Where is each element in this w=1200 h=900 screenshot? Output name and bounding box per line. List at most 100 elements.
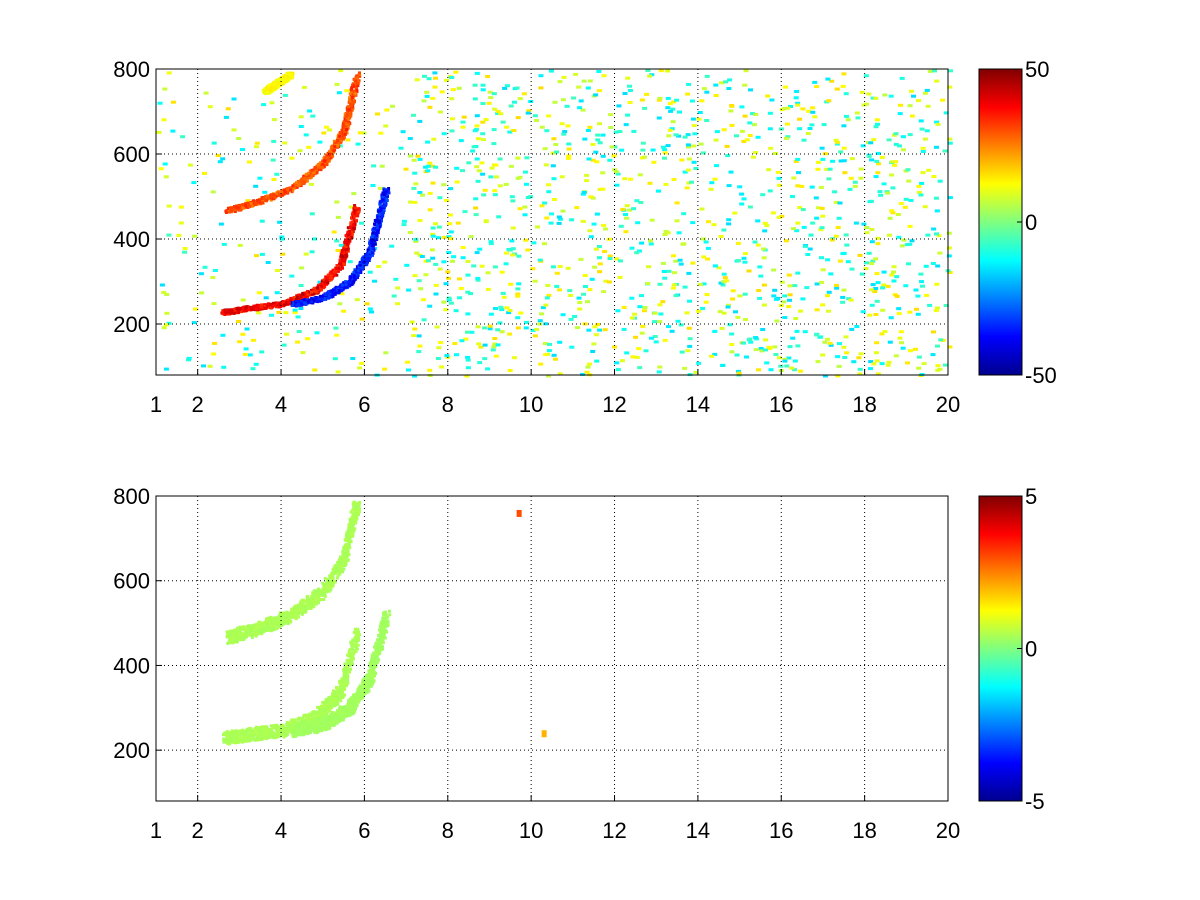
noise-cell xyxy=(836,216,842,220)
noise-cell xyxy=(508,282,514,286)
noise-cell xyxy=(814,282,820,286)
noise-cell xyxy=(445,270,451,274)
noise-cell xyxy=(159,283,165,287)
noise-cell xyxy=(433,76,438,80)
arc-cell xyxy=(305,179,309,183)
arc-cell xyxy=(325,291,329,295)
noise-cell xyxy=(905,168,911,172)
noise-cell xyxy=(810,110,816,114)
noise-cell xyxy=(539,204,545,208)
noise-cell xyxy=(546,114,552,118)
noise-cell xyxy=(341,309,347,313)
arc-cell xyxy=(356,82,359,85)
noise-cell xyxy=(762,221,768,225)
noise-cell xyxy=(805,132,811,135)
noise-cell xyxy=(914,307,919,311)
noise-cell xyxy=(420,298,426,302)
arc-cell xyxy=(371,231,375,235)
arc-cell xyxy=(344,238,348,242)
noise-cell xyxy=(218,222,224,226)
noise-cell xyxy=(776,176,782,180)
noise-cell xyxy=(596,89,602,93)
noise-cell xyxy=(590,143,596,146)
noise-cell xyxy=(166,71,172,75)
noise-cell xyxy=(477,361,483,365)
arc-cell xyxy=(345,131,349,135)
noise-cell xyxy=(446,251,452,254)
noise-cell xyxy=(568,317,574,321)
arc-cell xyxy=(318,165,322,169)
arc-cell xyxy=(301,293,305,296)
arc-cell xyxy=(351,95,354,99)
noise-cell xyxy=(725,305,731,309)
noise-cell xyxy=(741,341,746,345)
arc-cell xyxy=(350,221,354,225)
noise-cell xyxy=(596,245,602,248)
noise-cell xyxy=(864,261,869,265)
noise-cell xyxy=(587,229,593,233)
arc-cell xyxy=(352,215,356,219)
arc-cell xyxy=(373,222,376,226)
noise-cell xyxy=(597,122,602,126)
noise-cell xyxy=(875,372,881,376)
noise-cell xyxy=(492,337,498,340)
noise-cell xyxy=(868,367,873,371)
noise-cell xyxy=(706,220,711,224)
noise-cell xyxy=(656,116,662,120)
noise-cell xyxy=(425,169,431,173)
noise-cell xyxy=(692,132,698,136)
noise-cell xyxy=(795,184,801,188)
noise-cell xyxy=(867,313,873,317)
noise-cell xyxy=(907,104,913,108)
noise-cell xyxy=(921,362,927,366)
noise-cell xyxy=(919,280,924,284)
noise-cell xyxy=(833,234,839,238)
noise-cell xyxy=(671,100,677,104)
noise-cell xyxy=(893,354,899,358)
arc-cell xyxy=(288,302,292,306)
arc-cell xyxy=(240,206,244,210)
noise-cell xyxy=(474,251,480,255)
noise-cell xyxy=(602,328,608,332)
noise-cell xyxy=(624,216,630,220)
noise-cell xyxy=(761,256,767,260)
arc-cell xyxy=(291,303,295,307)
noise-cell xyxy=(665,231,671,235)
noise-cell xyxy=(863,267,869,271)
noise-cell xyxy=(682,366,688,370)
noise-cell xyxy=(612,345,617,349)
noise-cell xyxy=(199,291,205,295)
noise-cell xyxy=(336,91,342,95)
arc-cell xyxy=(331,154,335,158)
noise-cell xyxy=(782,294,788,298)
noise-cell xyxy=(931,227,937,231)
arc-cell xyxy=(340,258,344,262)
arc-cell xyxy=(299,302,303,306)
arc-cell xyxy=(248,204,252,208)
arc-cell xyxy=(329,275,333,279)
noise-cell xyxy=(772,345,778,349)
arc-cell xyxy=(329,148,333,152)
arc-cell xyxy=(348,230,352,234)
noise-cell xyxy=(303,133,309,137)
noise-cell xyxy=(797,127,803,131)
noise-cell xyxy=(212,341,218,345)
arc-cell xyxy=(273,196,277,200)
noise-cell xyxy=(508,104,514,108)
noise-cell xyxy=(666,325,671,329)
noise-cell xyxy=(893,142,899,146)
noise-cell xyxy=(665,106,671,110)
noise-cell xyxy=(822,340,828,344)
noise-cell xyxy=(662,148,667,152)
arc-cell xyxy=(280,189,284,192)
arc-cell xyxy=(244,205,248,209)
noise-cell xyxy=(424,94,430,98)
noise-cell xyxy=(925,104,931,108)
noise-cell xyxy=(408,200,414,204)
noise-cell xyxy=(838,150,844,154)
noise-cell xyxy=(495,343,501,347)
arc-cell xyxy=(381,204,385,208)
arc-cell xyxy=(363,255,367,258)
noise-cell xyxy=(869,228,875,231)
noise-cell xyxy=(924,88,930,92)
